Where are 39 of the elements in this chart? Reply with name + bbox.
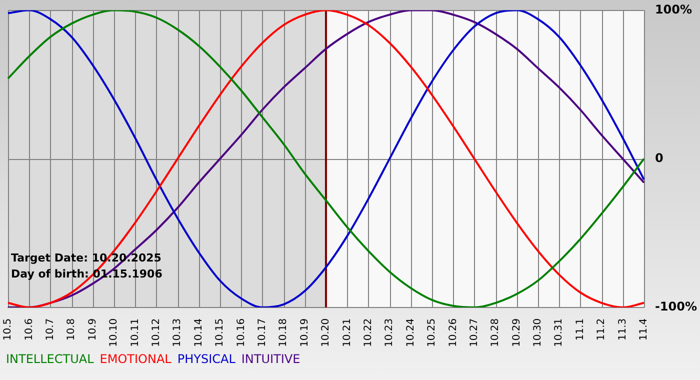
y-tick-label: 100% xyxy=(654,2,692,16)
x-tick-label: 10.26 xyxy=(448,318,459,348)
x-tick-label: 11.4 xyxy=(638,318,650,341)
x-tick-label: 10.19 xyxy=(299,318,310,348)
text: INTELLECTUAL xyxy=(6,352,94,366)
x-tick-label: 10.23 xyxy=(384,318,396,348)
x-tick-label: 11.2 xyxy=(596,318,608,341)
x-tick-label: 10.13 xyxy=(172,318,184,348)
x-tick-label: 10.5 xyxy=(2,318,14,341)
x-tick-label: 10.30 xyxy=(532,318,544,348)
x-tick-label: 10.22 xyxy=(362,318,374,348)
x-tick-label: 10.21 xyxy=(342,318,353,348)
x-tick-label: 10.14 xyxy=(193,318,204,348)
x-tick-label: 10.27 xyxy=(468,318,480,348)
x-tick-label: 10.16 xyxy=(236,318,247,348)
x-tick-label: 10.31 xyxy=(554,318,565,348)
y-tick-label: -100% xyxy=(654,299,698,314)
x-tick-label: 11.3 xyxy=(617,318,628,341)
text: EMOTIONAL xyxy=(100,352,172,366)
x-tick-label: 10.6 xyxy=(24,318,35,341)
line-series xyxy=(7,10,645,308)
x-tick-label: 10.9 xyxy=(87,318,98,341)
x-tick-label: 10.12 xyxy=(150,318,162,348)
x-tick-label: 10.29 xyxy=(511,318,522,348)
x-tick-label: 10.17 xyxy=(256,318,268,348)
x-tick-label: 10.20 xyxy=(320,318,332,348)
x-tick-label: 10.28 xyxy=(490,318,502,348)
text: INTUITIVE xyxy=(241,352,300,366)
x-tick-label: 10.15 xyxy=(214,318,226,348)
x-tick-label: 10.8 xyxy=(66,318,78,341)
x-tick-label: 10.11 xyxy=(130,318,141,348)
text: PHYSICAL xyxy=(177,352,236,366)
x-tick-label: 10.24 xyxy=(405,318,416,348)
y-tick-label: 0 xyxy=(654,150,664,165)
x-tick-label: 10.25 xyxy=(426,318,438,348)
x-tick-label: 10.18 xyxy=(278,318,290,348)
x-tick-label: 10.7 xyxy=(44,318,56,341)
x-tick-label: 11.1 xyxy=(574,318,586,341)
x-tick-label: 10.10 xyxy=(108,318,120,348)
